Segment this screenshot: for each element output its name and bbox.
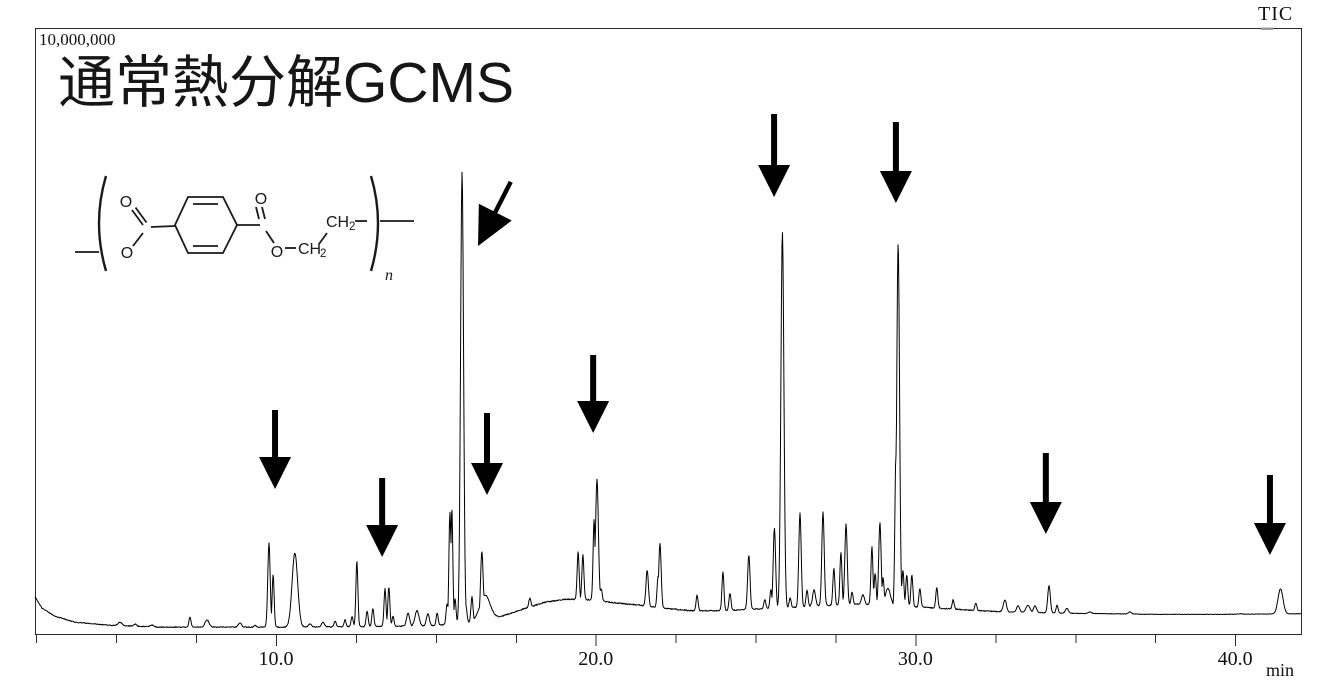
peak-annotation-arrow [259, 410, 292, 489]
structure-atom-labels: O O O O CH 2 CH 2 n [120, 191, 393, 284]
ester-oxygen-left: O [121, 245, 133, 262]
repeat-subscript-n: n [385, 267, 393, 284]
carbonyl-oxygen-right: O [255, 191, 267, 208]
peak-annotation-arrow [471, 413, 504, 495]
plot-border [35, 28, 1302, 635]
peak-annotation-arrow [758, 114, 791, 197]
peak-annotation-arrow [1029, 453, 1062, 534]
peak-annotation-arrow [879, 122, 912, 203]
peak-annotation-arrow [478, 180, 513, 246]
bond-c-o-double-1 [131, 209, 144, 226]
bond-c-o-double-4 [261, 206, 266, 220]
methylene-lower: CH [298, 241, 321, 258]
ester-oxygen-right: O [271, 244, 283, 261]
page-title: 通常熱分解GCMS [58, 51, 514, 115]
bracket-right [369, 175, 380, 272]
x-tick-label: 20.0 [578, 648, 613, 670]
x-tick-label: 30.0 [898, 648, 933, 670]
bracket-left [97, 175, 108, 272]
x-tick-label: 10.0 [259, 648, 294, 670]
benzene-ring [174, 196, 239, 254]
methylene-upper-sub: 2 [349, 221, 355, 233]
tic-trace [34, 171, 1302, 629]
y-full-scale-label: 10,000,000 [39, 30, 116, 49]
bond-o-c [132, 232, 144, 247]
carbonyl-oxygen-left: O [120, 194, 132, 211]
x-axis-unit-label: min [1266, 660, 1295, 680]
x-tick-label: 40.0 [1218, 648, 1253, 670]
methylene-lower-sub: 2 [320, 248, 326, 260]
tic-top-marker [1261, 27, 1273, 30]
peak-annotation-arrow [577, 355, 610, 433]
bond-c-o-double-3 [255, 206, 260, 220]
bond-ch2-ch2 [318, 232, 328, 245]
bond-c-o-ester [265, 230, 275, 244]
peak-annotation-arrow [366, 478, 399, 557]
bond-c-ring [150, 225, 176, 228]
structure-bonds [75, 175, 414, 272]
bond-c-o-double-2 [134, 206, 148, 224]
peak-annotation-arrow [1253, 475, 1286, 555]
methylene-upper: CH [326, 214, 349, 231]
signal-type-label: TIC [1258, 3, 1294, 25]
